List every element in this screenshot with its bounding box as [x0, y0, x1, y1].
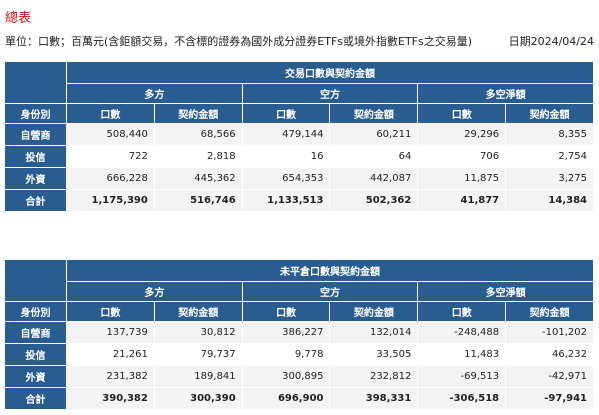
table-cell: 386,227 — [241, 321, 331, 344]
table-cell: -248,488 — [417, 321, 507, 344]
column-header: 口數 — [66, 103, 155, 124]
table-cell: 30,812 — [153, 321, 243, 344]
column-header: 契約金額 — [505, 103, 594, 124]
total-row: 合計 1,175,390 516,746 1,133,513 502,362 4… — [4, 189, 594, 212]
column-header: 契約金額 — [505, 301, 594, 322]
group-header-long: 多方 — [66, 281, 243, 302]
table-row: 外資 666,228 445,362 654,353 442,087 11,87… — [4, 167, 594, 190]
table-cell: -69,513 — [417, 365, 507, 388]
table-cell: 390,382 — [66, 387, 155, 410]
column-header: 口數 — [417, 103, 507, 124]
table-cell: 666,228 — [66, 167, 155, 190]
table-cell: 21,261 — [66, 343, 155, 366]
column-header: 口數 — [66, 301, 155, 322]
table-cell: 654,353 — [241, 167, 331, 190]
column-header: 契約金額 — [329, 301, 419, 322]
table-cell: 2,754 — [505, 145, 594, 168]
table-cell: 1,175,390 — [66, 189, 155, 212]
table-cell: 706 — [417, 145, 507, 168]
row-label: 投信 — [4, 343, 67, 366]
table-cell: 2,818 — [153, 145, 243, 168]
table-cell: 29,296 — [417, 123, 507, 146]
table-row: 外資 231,382 189,841 300,895 232,812 -69,5… — [4, 365, 594, 388]
table-cell: 189,841 — [153, 365, 243, 388]
table-cell: 60,211 — [329, 123, 419, 146]
table-cell: 231,382 — [66, 365, 155, 388]
table-title: 交易口數與契約金額 — [66, 61, 594, 84]
table-cell: 9,778 — [241, 343, 331, 366]
row-label: 外資 — [4, 167, 67, 190]
table-cell: 398,331 — [329, 387, 419, 410]
table-cell: 722 — [66, 145, 155, 168]
open-interest-table: 未平倉口數與契約金額 多方 空方 多空淨額 身份別 口數 契約金額 口數 契約金… — [4, 259, 594, 410]
unit-text: 單位：口數；百萬元(含鉅額交易，不含標的證券為國外成分證券ETFs或境外指數ET… — [5, 35, 473, 48]
column-header: 契約金額 — [329, 103, 419, 124]
corner-cell — [4, 61, 67, 104]
table-cell: 64 — [329, 145, 419, 168]
table-cell: 14,384 — [505, 189, 594, 212]
row-label: 投信 — [4, 145, 67, 168]
table-row: 投信 21,261 79,737 9,778 33,505 11,483 46,… — [4, 343, 594, 366]
table-cell: 479,144 — [241, 123, 331, 146]
table-cell: 696,900 — [241, 387, 331, 410]
column-header: 契約金額 — [153, 301, 243, 322]
report-date: 日期2024/04/24 — [508, 35, 594, 48]
table-cell: 132,014 — [329, 321, 419, 344]
unit-description: 單位：口數；百萬元(含鉅額交易，不含標的證券為國外成分證券ETFs或境外指數ET… — [5, 33, 594, 49]
table-cell: 232,812 — [329, 365, 419, 388]
table-cell: 516,746 — [153, 189, 243, 212]
table-cell: 137,739 — [66, 321, 155, 344]
table-cell: 300,895 — [241, 365, 331, 388]
corner-cell — [4, 259, 67, 302]
column-header: 口數 — [241, 103, 331, 124]
row-label: 自營商 — [4, 321, 67, 344]
table-cell: 445,362 — [153, 167, 243, 190]
table-cell: 41,877 — [417, 189, 507, 212]
table-row: 自營商 137,739 30,812 386,227 132,014 -248,… — [4, 321, 594, 344]
table-cell: 68,566 — [153, 123, 243, 146]
trading-volume-table: 交易口數與契約金額 多方 空方 多空淨額 身份別 口數 契約金額 口數 契約金額… — [4, 61, 594, 212]
table-cell: 1,133,513 — [241, 189, 331, 212]
page-title: 總表 — [5, 11, 32, 26]
table-cell: 46,232 — [505, 343, 594, 366]
group-header-short: 空方 — [241, 281, 419, 302]
row-label: 合計 — [4, 189, 67, 212]
table-cell: -97,941 — [505, 387, 594, 410]
table-cell: -101,202 — [505, 321, 594, 344]
table-cell: 502,362 — [329, 189, 419, 212]
table-cell: 8,355 — [505, 123, 594, 146]
row-label: 外資 — [4, 365, 67, 388]
row-label: 合計 — [4, 387, 67, 410]
column-header: 口數 — [417, 301, 507, 322]
group-header-long: 多方 — [66, 83, 243, 104]
table-cell: 3,275 — [505, 167, 594, 190]
table-cell: -42,971 — [505, 365, 594, 388]
table-cell: 442,087 — [329, 167, 419, 190]
table-cell: 300,390 — [153, 387, 243, 410]
table-cell: 508,440 — [66, 123, 155, 146]
table-cell: 16 — [241, 145, 331, 168]
row-label: 自營商 — [4, 123, 67, 146]
table-cell: 11,875 — [417, 167, 507, 190]
table-cell: 79,737 — [153, 343, 243, 366]
table-row: 投信 722 2,818 16 64 706 2,754 — [4, 145, 594, 168]
table-title: 未平倉口數與契約金額 — [66, 259, 594, 282]
group-header-short: 空方 — [241, 83, 419, 104]
row-header-identity: 身份別 — [4, 103, 67, 124]
total-row: 合計 390,382 300,390 696,900 398,331 -306,… — [4, 387, 594, 410]
row-header-identity: 身份別 — [4, 301, 67, 322]
group-header-net: 多空淨額 — [417, 83, 594, 104]
table-cell: 33,505 — [329, 343, 419, 366]
group-header-net: 多空淨額 — [417, 281, 594, 302]
table-cell: 11,483 — [417, 343, 507, 366]
table-row: 自營商 508,440 68,566 479,144 60,211 29,296… — [4, 123, 594, 146]
column-header: 口數 — [241, 301, 331, 322]
column-header: 契約金額 — [153, 103, 243, 124]
table-cell: -306,518 — [417, 387, 507, 410]
